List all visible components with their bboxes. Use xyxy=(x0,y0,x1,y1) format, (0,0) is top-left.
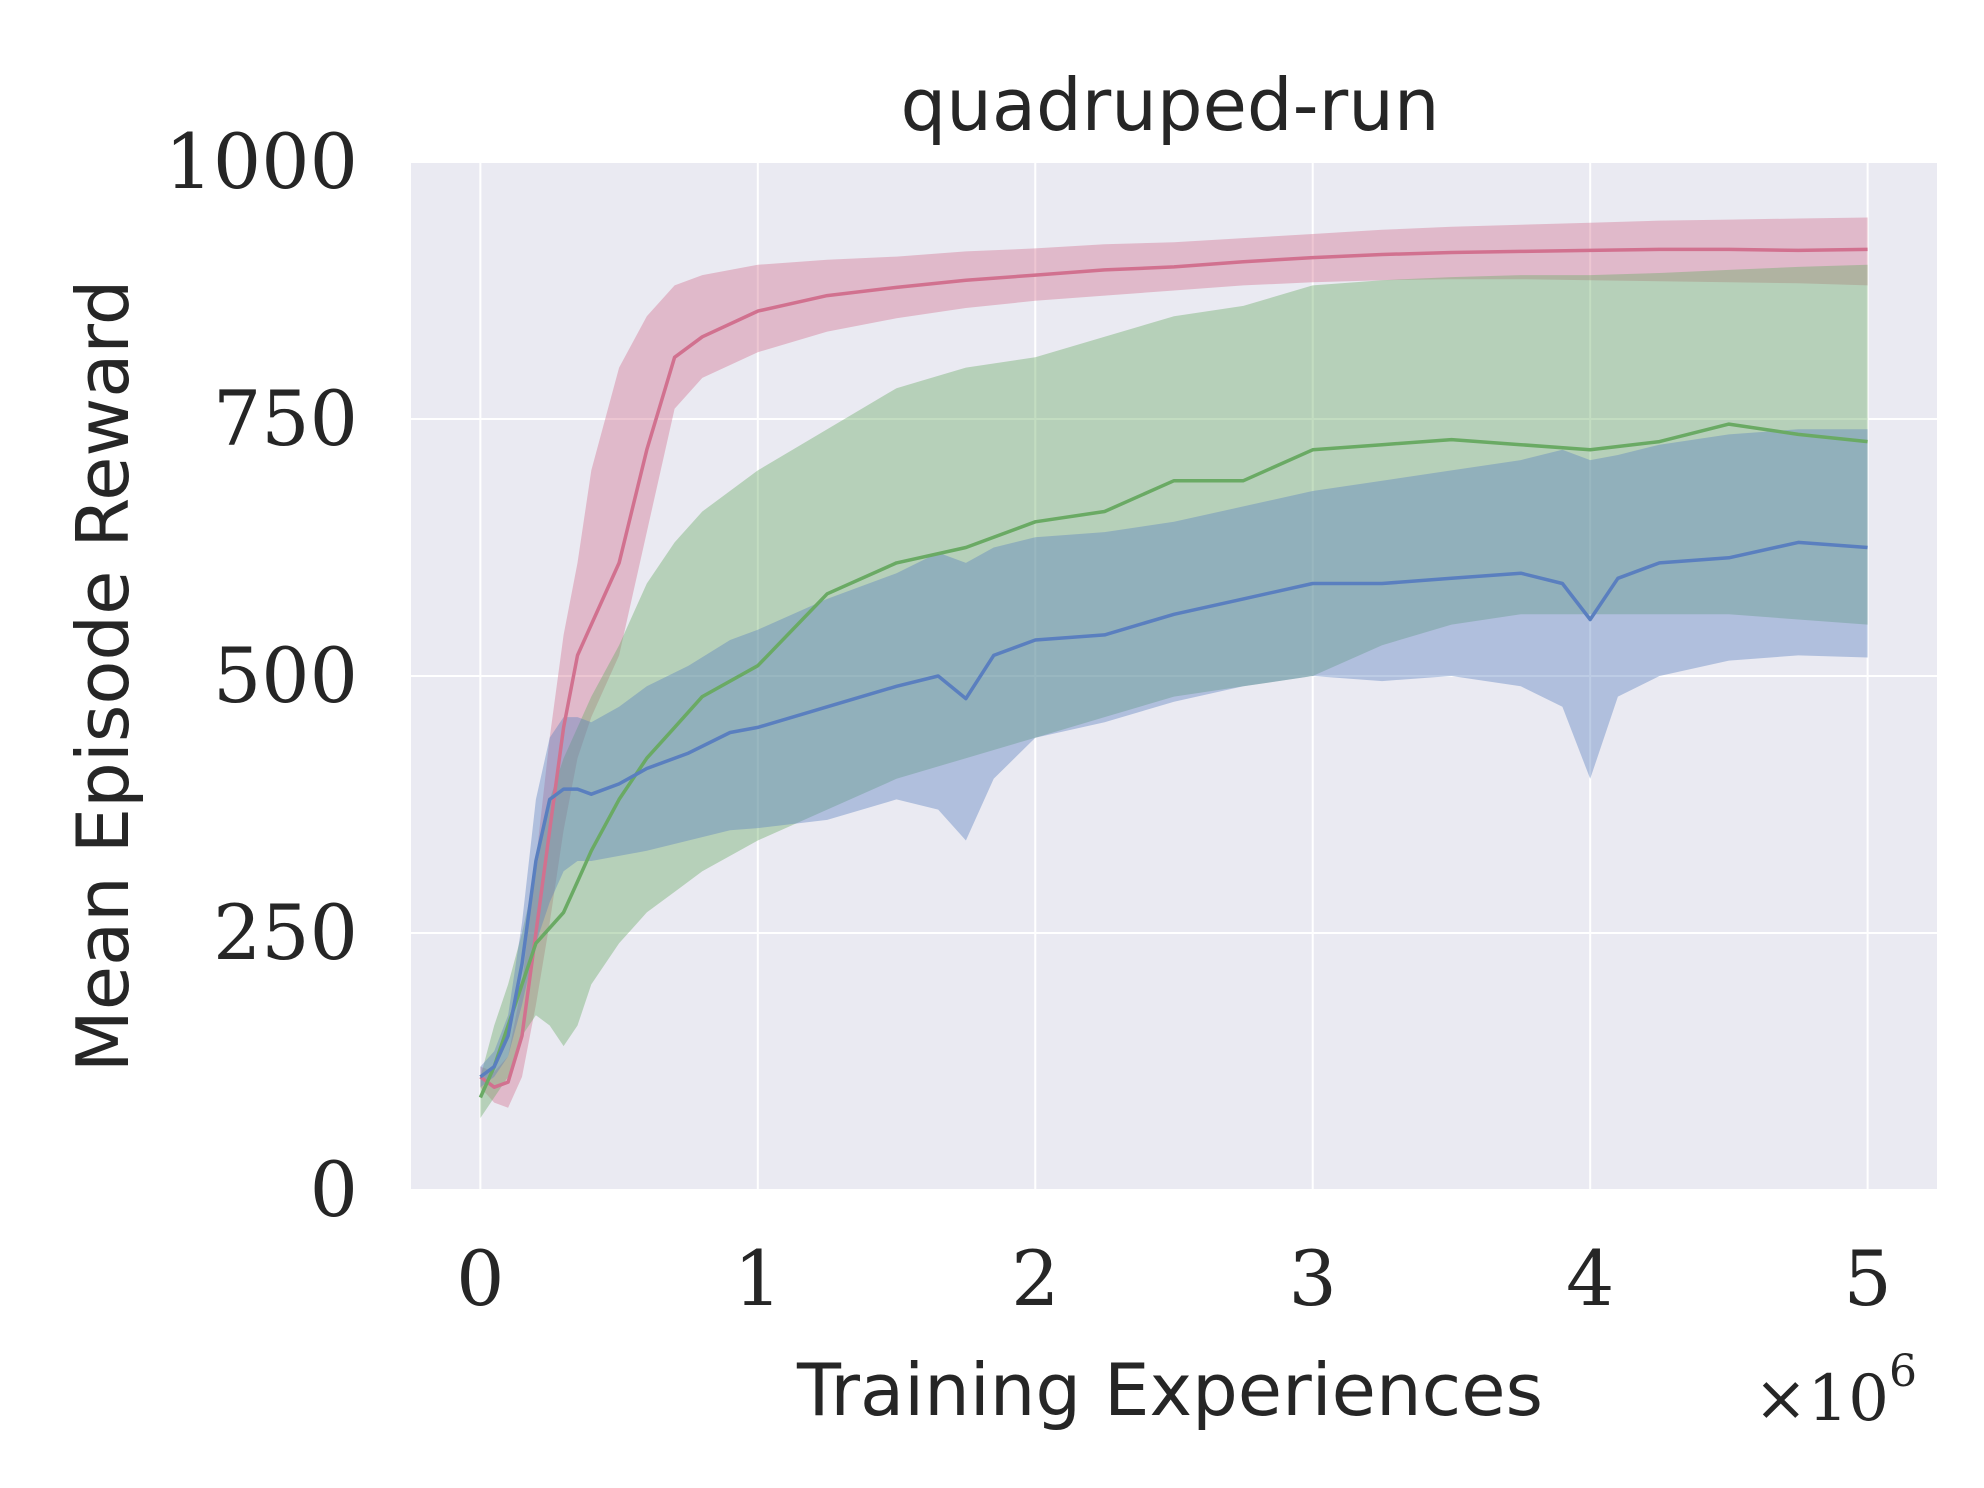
x-offset-base: ×10 xyxy=(1754,1362,1889,1436)
confidence-bands xyxy=(480,217,1868,1118)
line-green xyxy=(478,422,1868,1099)
y-tick-label-2: 500 xyxy=(213,631,358,720)
line-red xyxy=(479,247,1868,1089)
band-blue xyxy=(480,429,1868,1088)
x-tick-label-0: 0 xyxy=(456,1234,504,1323)
y-axis-label: Mean Episode Reward xyxy=(61,280,145,1073)
chart-title: quadruped-run xyxy=(901,63,1440,147)
y-tick-label-1: 250 xyxy=(213,888,358,977)
y-tick-label-4: 1000 xyxy=(165,117,358,206)
x-tick-label-4: 4 xyxy=(1566,1234,1614,1323)
x-tick-label-5: 5 xyxy=(1843,1234,1891,1323)
y-tick-labels: 0 250 500 750 1000 xyxy=(165,117,358,1234)
x-axis-label: Training Experiences xyxy=(796,1348,1543,1432)
line-blue xyxy=(479,540,1868,1079)
y-tick-label-0: 0 xyxy=(310,1145,358,1234)
y-tick-label-3: 750 xyxy=(213,374,358,463)
grid xyxy=(411,161,1937,1191)
series-lines xyxy=(478,247,1868,1099)
x-tick-label-3: 3 xyxy=(1289,1234,1337,1323)
x-offset-label: ×106 xyxy=(1754,1346,1917,1436)
x-offset-exponent: 6 xyxy=(1889,1346,1917,1397)
x-tick-label-1: 1 xyxy=(734,1234,782,1323)
band-green xyxy=(480,264,1868,1118)
x-tick-labels: 0 1 2 3 4 5 xyxy=(456,1234,1892,1323)
x-tick-label-2: 2 xyxy=(1011,1234,1059,1323)
